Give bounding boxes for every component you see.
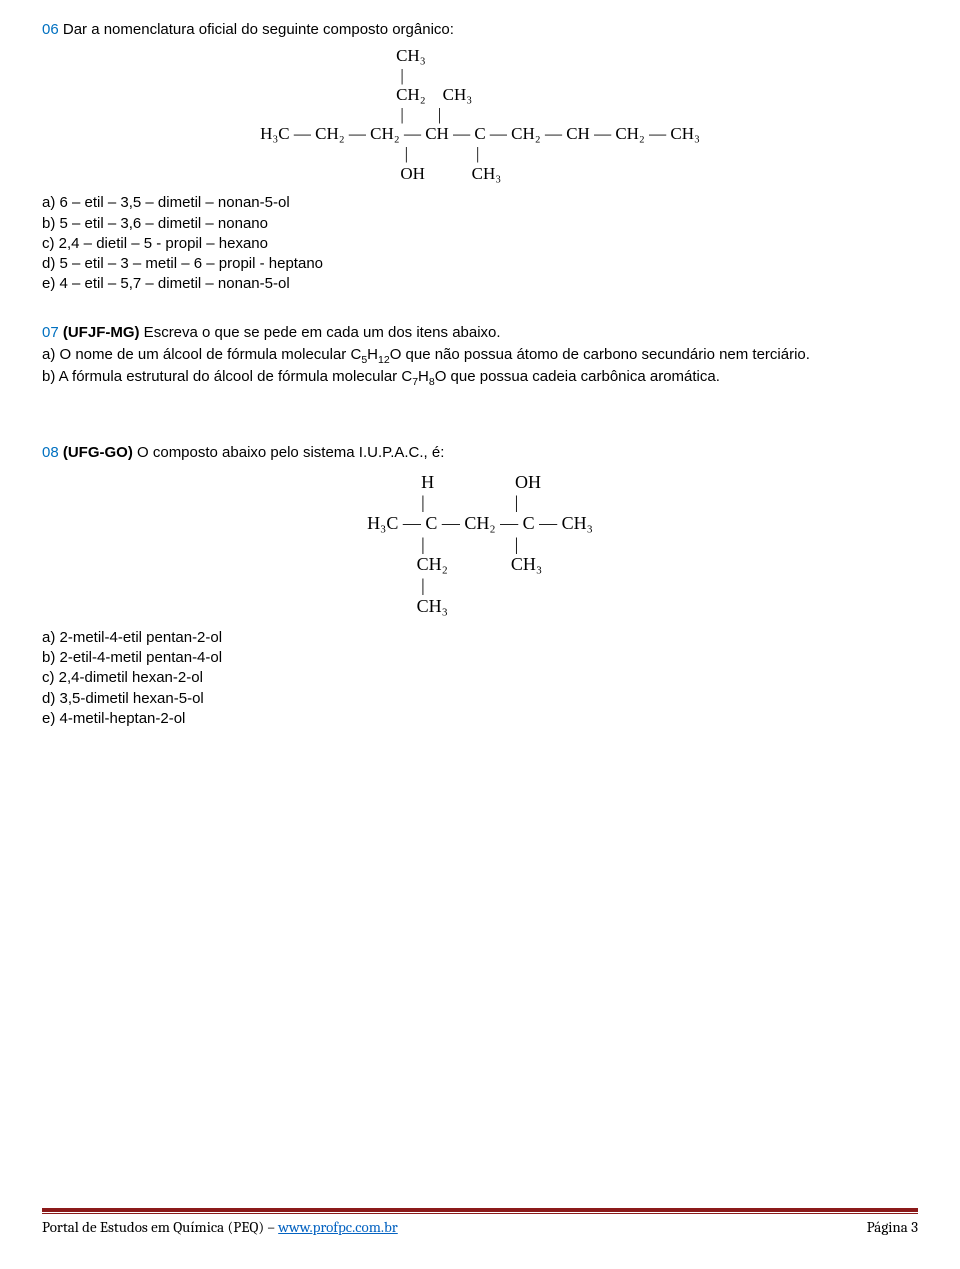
question-source: (UFJF-MG) bbox=[63, 324, 140, 341]
question-number: 06 bbox=[42, 21, 59, 38]
footer-link[interactable]: www.profpc.com.br bbox=[278, 1218, 398, 1236]
diagram-row: H OH bbox=[367, 472, 593, 493]
diagram-row: | | bbox=[260, 144, 700, 164]
diagram-row: CH₂ CH₃ bbox=[367, 554, 593, 575]
option-a: a) 6 – etil – 3,5 – dimetil – nonan-5-ol bbox=[42, 193, 918, 213]
question-source: (UFG-GO) bbox=[63, 444, 133, 461]
q07-part-b: b) A fórmula estrutural do álcool de fór… bbox=[42, 367, 918, 389]
q06-options: a) 6 – etil – 3,5 – dimetil – nonan-5-ol… bbox=[42, 193, 918, 294]
footer-rule-thin bbox=[42, 1213, 918, 1214]
diagram-row: OH CH₃ bbox=[260, 164, 700, 184]
option-d: d) 5 – etil – 3 – metil – 6 – propil - h… bbox=[42, 254, 918, 274]
diagram-row: | | bbox=[260, 105, 700, 125]
footer-page-number: Página 3 bbox=[867, 1217, 918, 1237]
diagram-row: | | bbox=[367, 492, 593, 513]
diagram-row: CH₃ bbox=[367, 596, 593, 617]
diagram-row: | bbox=[260, 66, 700, 86]
option-c: c) 2,4 – dietil – 5 - propil – hexano bbox=[42, 234, 918, 254]
option-a: a) 2-metil-4-etil pentan-2-ol bbox=[42, 628, 918, 648]
diagram-row: H₃C — C — CH₂ — C — CH₃ bbox=[367, 513, 593, 534]
page-footer: Portal de Estudos em Química (PEQ) – www… bbox=[42, 1208, 918, 1237]
diagram-row: CH₂ CH₃ bbox=[260, 85, 700, 105]
option-c: c) 2,4-dimetil hexan-2-ol bbox=[42, 668, 918, 688]
option-b: b) 5 – etil – 3,6 – dimetil – nonano bbox=[42, 214, 918, 234]
q07-part-a: a) O nome de um álcool de fórmula molecu… bbox=[42, 345, 918, 367]
question-06-prompt: 06 Dar a nomenclatura oficial do seguint… bbox=[42, 20, 918, 40]
footer-left: Portal de Estudos em Química (PEQ) – www… bbox=[42, 1217, 398, 1237]
question-number: 08 bbox=[42, 444, 59, 461]
diagram-row: H₃C — CH₂ — CH₂ — CH — C — CH₂ — CH — CH… bbox=[260, 124, 700, 144]
question-number: 07 bbox=[42, 324, 59, 341]
diagram-row: CH₃ bbox=[260, 46, 700, 66]
option-b: b) 2-etil-4-metil pentan-4-ol bbox=[42, 648, 918, 668]
question-text: Dar a nomenclatura oficial do seguinte c… bbox=[63, 21, 454, 38]
option-e: e) 4-metil-heptan-2-ol bbox=[42, 709, 918, 729]
diagram-row: | | bbox=[367, 534, 593, 555]
question-text: O composto abaixo pelo sistema I.U.P.A.C… bbox=[133, 444, 445, 461]
option-e: e) 4 – etil – 5,7 – dimetil – nonan-5-ol bbox=[42, 274, 918, 294]
question-text: Escreva o que se pede em cada um dos ite… bbox=[140, 324, 501, 341]
option-d: d) 3,5-dimetil hexan-5-ol bbox=[42, 689, 918, 709]
footer-rule-thick bbox=[42, 1208, 918, 1212]
q06-structure-diagram: CH₃ | CH₂ CH₃ | | H₃C — CH₂ — CH₂ — CH —… bbox=[42, 46, 918, 185]
q08-structure-diagram: H OH | | H₃C — C — CH₂ — C — CH₃ | | CH₂… bbox=[42, 472, 918, 618]
q08-options: a) 2-metil-4-etil pentan-2-ol b) 2-etil-… bbox=[42, 628, 918, 729]
question-08: 08 (UFG-GO) O composto abaixo pelo siste… bbox=[42, 443, 918, 729]
question-07: 07 (UFJF-MG) Escreva o que se pede em ca… bbox=[42, 323, 918, 390]
diagram-row: | bbox=[367, 575, 593, 596]
